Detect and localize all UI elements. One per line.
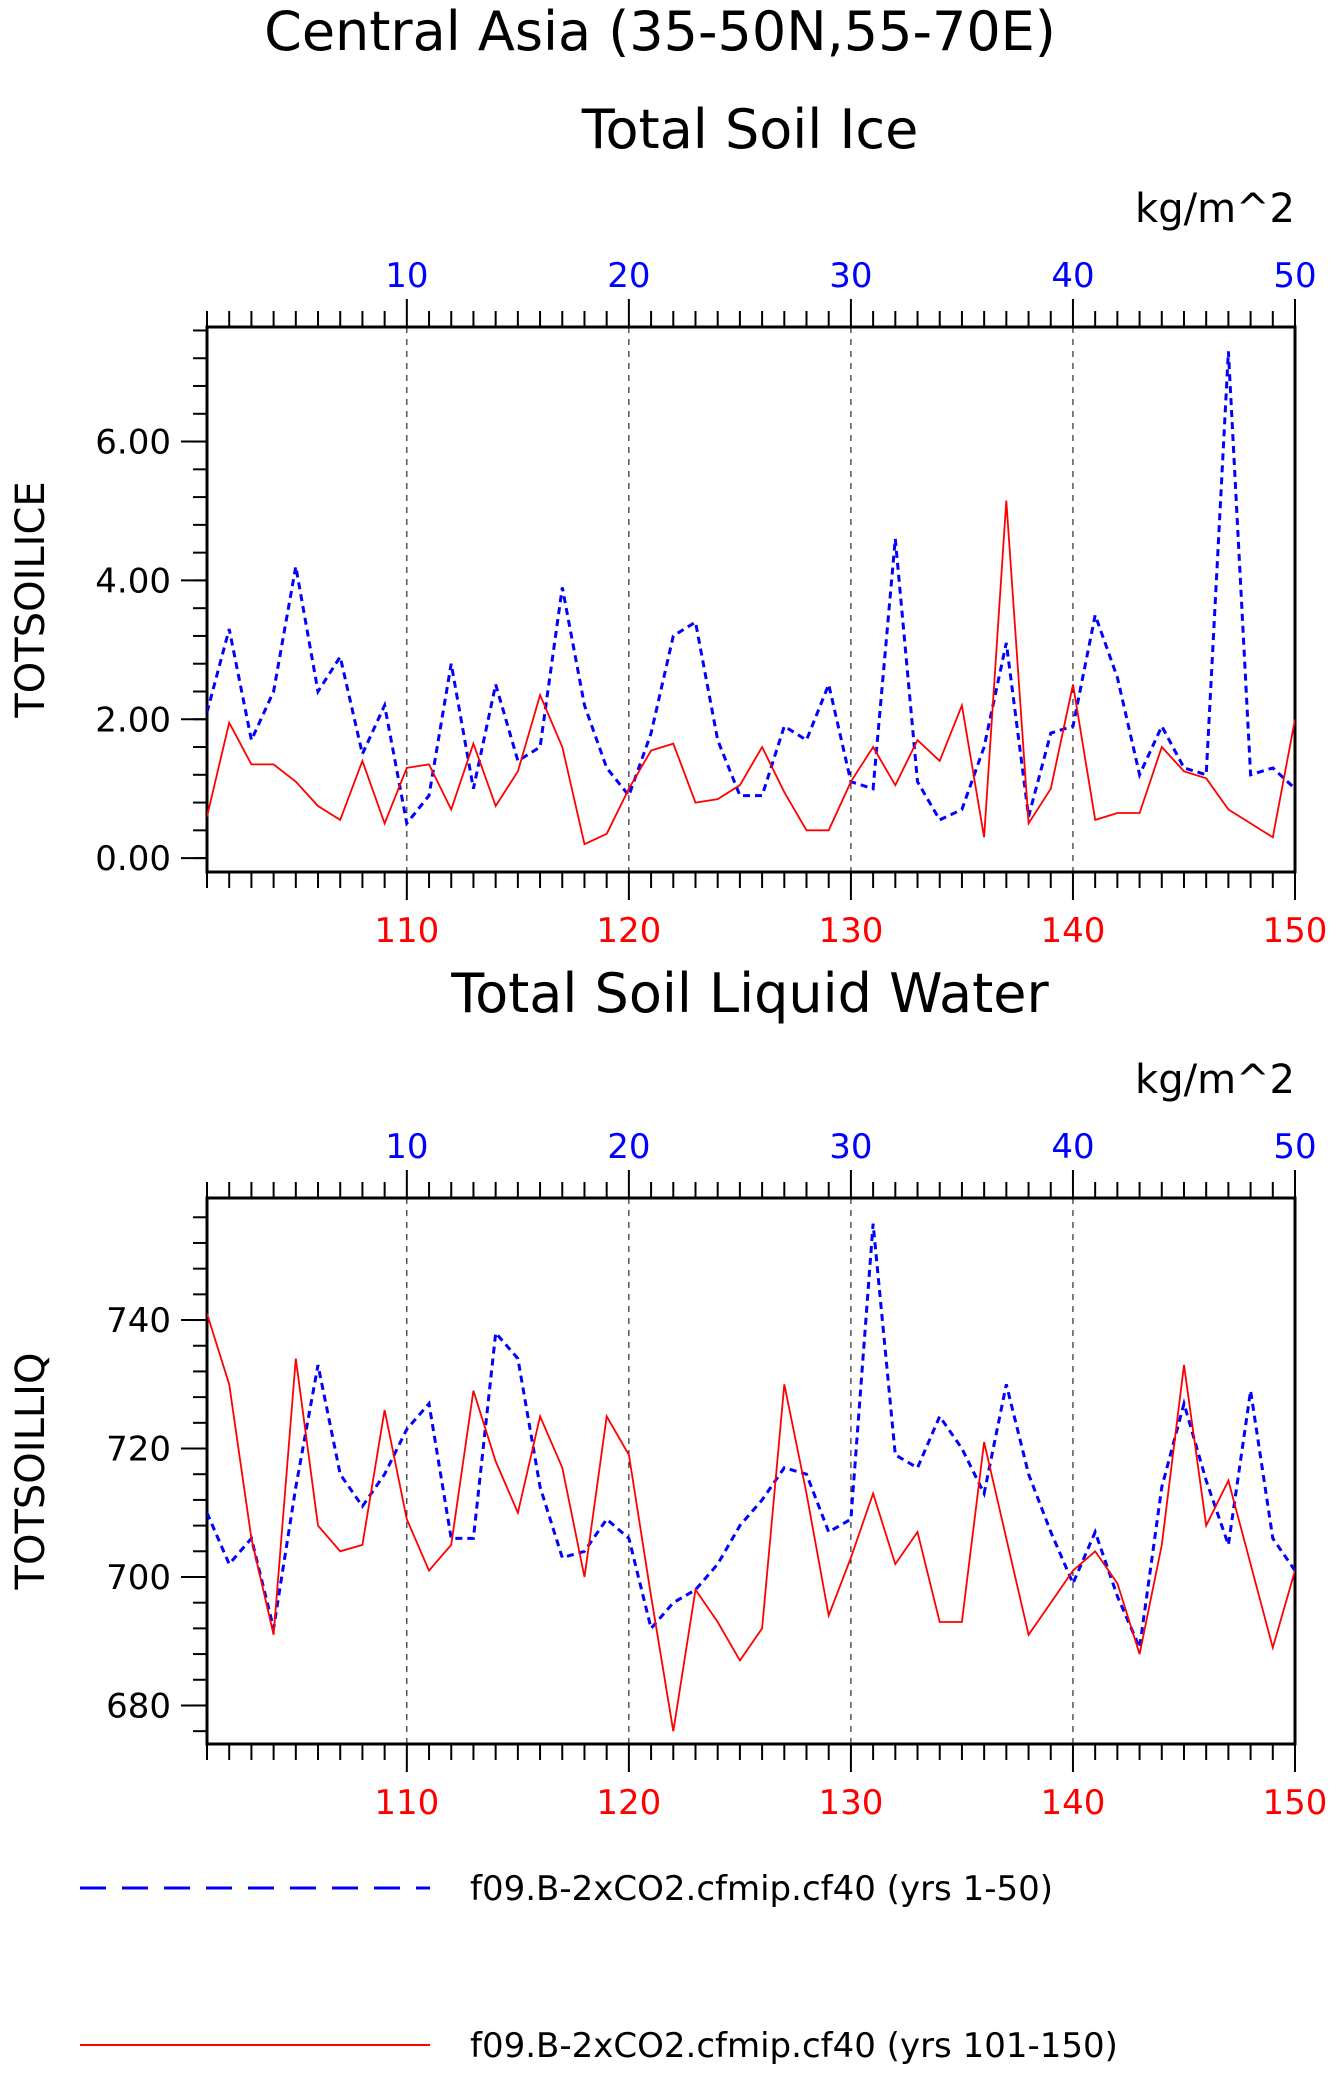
bottom-x-tick-label: 110 [374,911,439,951]
y-tick-label: 700 [106,1558,171,1598]
top-x-tick-label: 40 [1051,1127,1094,1167]
plot-frame [205,1196,1297,1746]
top-x-tick-label: 40 [1051,256,1094,296]
series-line-yrs-1-50 [207,351,1295,827]
legend-label: f09.B-2xCO2.cfmip.cf40 (yrs 101-150) [470,2026,1118,2066]
panels: Total Soil Ice kg/m^2 TOTSOILICE 10 20 30 40 50… [8,98,1327,1823]
units-label: kg/m^2 [1135,1057,1295,1103]
legend-label: f09.B-2xCO2.cfmip.cf40 (yrs 1-50) [470,1869,1053,1909]
series-line-yrs-1-50 [207,1223,1295,1654]
panel-title: Total Soil Liquid Water [450,962,1049,1025]
bottom-x-tick-label: 140 [1041,1783,1106,1823]
bottom-x-tick-label: 110 [374,1783,439,1823]
panel-1: Total Soil Ice kg/m^2 TOTSOILICE 10 20 30 40 50… [8,98,1327,951]
top-x-tick-label: 50 [1273,1127,1316,1167]
y-axis-label: TOTSOILLIQ [8,1353,54,1591]
y-tick-label: 2.00 [95,700,171,740]
top-x-tick-label: 30 [829,256,872,296]
bottom-x-tick-label: 130 [818,911,883,951]
y-tick-label: 720 [106,1430,171,1470]
legend: f09.B-2xCO2.cfmip.cf40 (yrs 1-50) f09.B-2… [80,1869,1118,2066]
y-tick-label: 740 [106,1301,171,1341]
series-line-yrs-101-150 [207,500,1295,846]
bottom-x-tick-label: 120 [596,911,661,951]
y-tick-label: 0.00 [95,839,171,879]
y-tick-label: 4.00 [95,561,171,601]
top-x-tick-label: 20 [607,256,650,296]
bottom-x-tick-label: 120 [596,1783,661,1823]
units-label: kg/m^2 [1135,186,1295,232]
bottom-x-tick-label: 140 [1041,911,1106,951]
panel-2: Total Soil Liquid Water kg/m^2 TOTSOILLIQ 1… [8,962,1327,1823]
y-tick-label: 6.00 [95,423,171,463]
bottom-x-tick-label: 130 [818,1783,883,1823]
top-x-tick-label: 10 [385,256,428,296]
figure-title: Central Asia (35-50N,55-70E) [264,0,1056,63]
top-x-tick-label: 50 [1273,256,1316,296]
plot-frame [205,325,1297,874]
top-x-tick-label: 10 [385,1127,428,1167]
top-x-tick-label: 30 [829,1127,872,1167]
panel-title: Total Soil Ice [581,98,919,161]
bottom-x-tick-label: 150 [1263,911,1328,951]
y-tick-label: 680 [106,1686,171,1726]
top-x-tick-label: 20 [607,1127,650,1167]
y-axis-label: TOTSOILICE [8,481,54,718]
series-line-yrs-101-150 [207,1313,1295,1732]
bottom-x-tick-label: 150 [1263,1783,1328,1823]
